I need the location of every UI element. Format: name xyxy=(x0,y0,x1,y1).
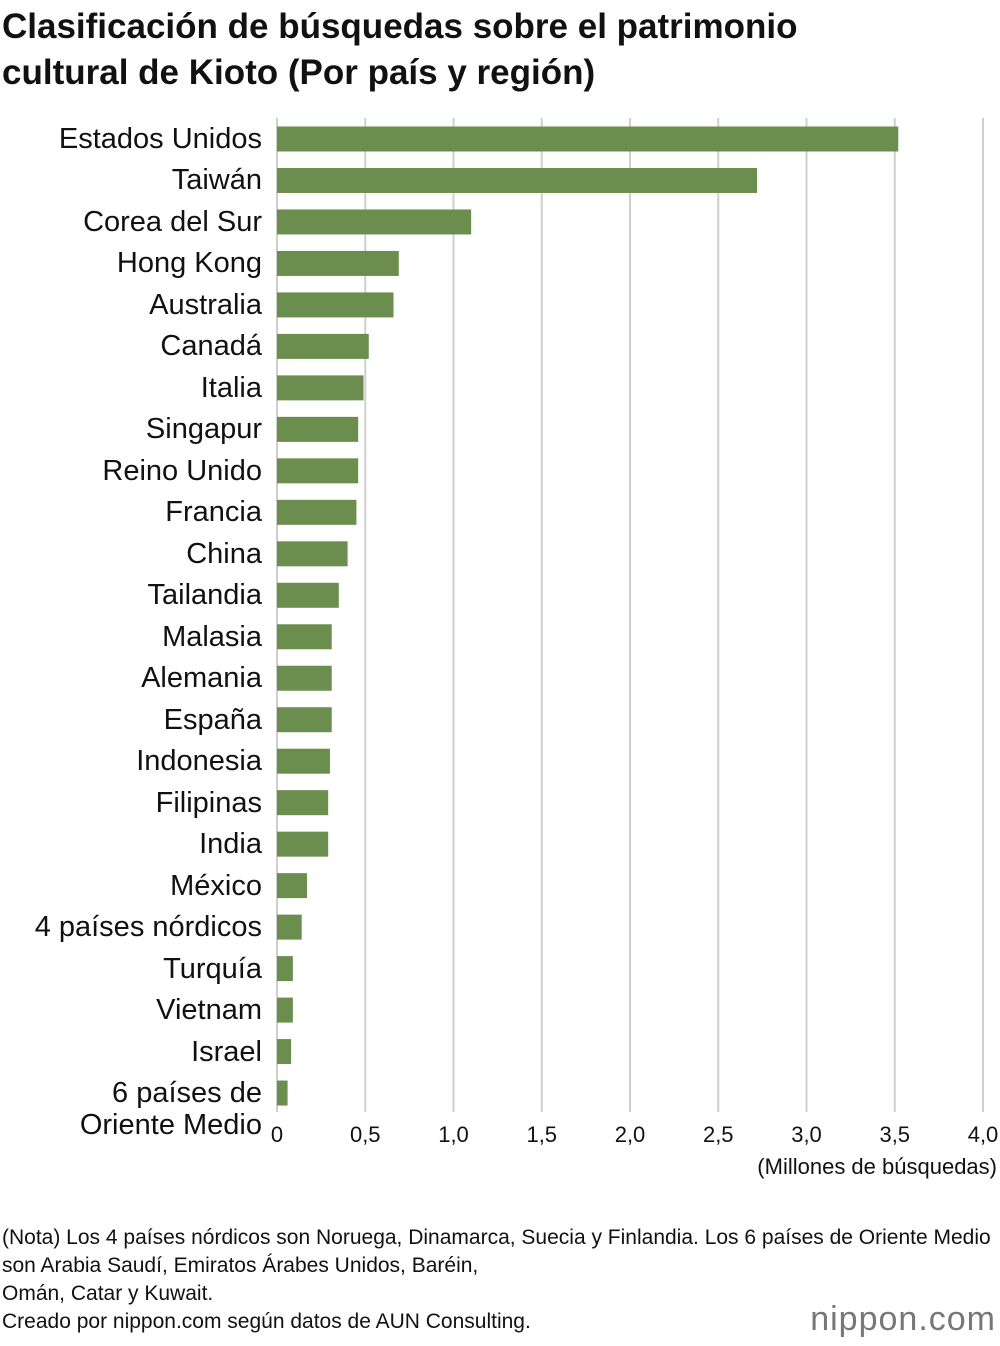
x-tick-label: 1,0 xyxy=(438,1122,469,1147)
x-axis-label: (Millones de búsquedas) xyxy=(757,1154,997,1179)
bar xyxy=(277,126,899,152)
y-tick-label: 4 países nórdicos xyxy=(34,911,262,944)
note: (Nota) Los 4 países nórdicos son Noruega… xyxy=(2,1226,991,1305)
y-tick-label: Tailandia xyxy=(147,579,262,612)
y-tick-label: Hong Kong xyxy=(116,247,262,280)
bar xyxy=(277,333,369,359)
y-tick-label: 6 países de Oriente Medio xyxy=(79,1077,262,1142)
x-tick-label: 1,5 xyxy=(526,1122,557,1147)
x-tick-label: 3,0 xyxy=(791,1122,822,1147)
logo: nippon.com xyxy=(810,1300,996,1338)
bar xyxy=(277,167,758,193)
y-tick-label: Turquía xyxy=(163,952,262,985)
y-tick-label: Canadá xyxy=(160,330,262,363)
bar xyxy=(277,624,332,650)
y-tick-label: India xyxy=(199,828,262,861)
y-tick-label: España xyxy=(163,703,262,736)
x-tick-label: 2,5 xyxy=(703,1122,734,1147)
bar xyxy=(277,292,394,318)
bar xyxy=(277,790,329,816)
y-tick-label: Singapur xyxy=(145,413,262,446)
bar xyxy=(277,707,332,733)
y-tick-label: Taiwán xyxy=(171,164,262,197)
bar xyxy=(277,665,332,691)
bar xyxy=(277,250,399,276)
y-tick-label: Francia xyxy=(165,496,262,529)
source: Creado por nippon.com según datos de AUN… xyxy=(2,1310,531,1333)
y-tick-label: Reino Unido xyxy=(102,454,262,487)
bar xyxy=(277,997,293,1023)
bar xyxy=(277,499,357,525)
y-tick-label: Filipinas xyxy=(155,786,262,819)
y-tick-label: Malasia xyxy=(162,620,262,653)
bar xyxy=(277,873,308,899)
y-tick-label: Indonesia xyxy=(136,745,262,778)
bar xyxy=(277,914,302,940)
x-tick-label: 4,0 xyxy=(968,1122,999,1147)
y-tick-label: Alemania xyxy=(141,662,262,695)
y-tick-label: Italia xyxy=(200,371,262,404)
x-tick-label: 0 xyxy=(271,1122,283,1147)
bar xyxy=(277,956,293,982)
bar xyxy=(277,831,329,857)
bar xyxy=(277,375,364,401)
chart-title: Clasificación de búsquedas sobre el patr… xyxy=(2,7,798,92)
x-tick-label: 2,0 xyxy=(615,1122,646,1147)
bar xyxy=(277,1080,288,1106)
y-tick-label: Vietnam xyxy=(156,994,262,1027)
y-tick-label: China xyxy=(186,537,262,570)
y-tick-label: Australia xyxy=(149,288,262,321)
y-tick-label: Israel xyxy=(191,1035,262,1068)
bar xyxy=(277,1039,292,1065)
y-tick-label: Estados Unidos xyxy=(58,123,262,155)
bar xyxy=(277,582,339,608)
bar xyxy=(277,541,348,567)
bar xyxy=(277,458,359,484)
x-tick-label: 0,5 xyxy=(350,1122,381,1147)
bar xyxy=(277,416,359,442)
x-tick-label: 3,5 xyxy=(879,1122,910,1147)
bar xyxy=(277,748,330,774)
bar xyxy=(277,209,472,235)
y-tick-label: México xyxy=(170,869,262,902)
y-tick-label: Corea del Sur xyxy=(83,205,262,238)
